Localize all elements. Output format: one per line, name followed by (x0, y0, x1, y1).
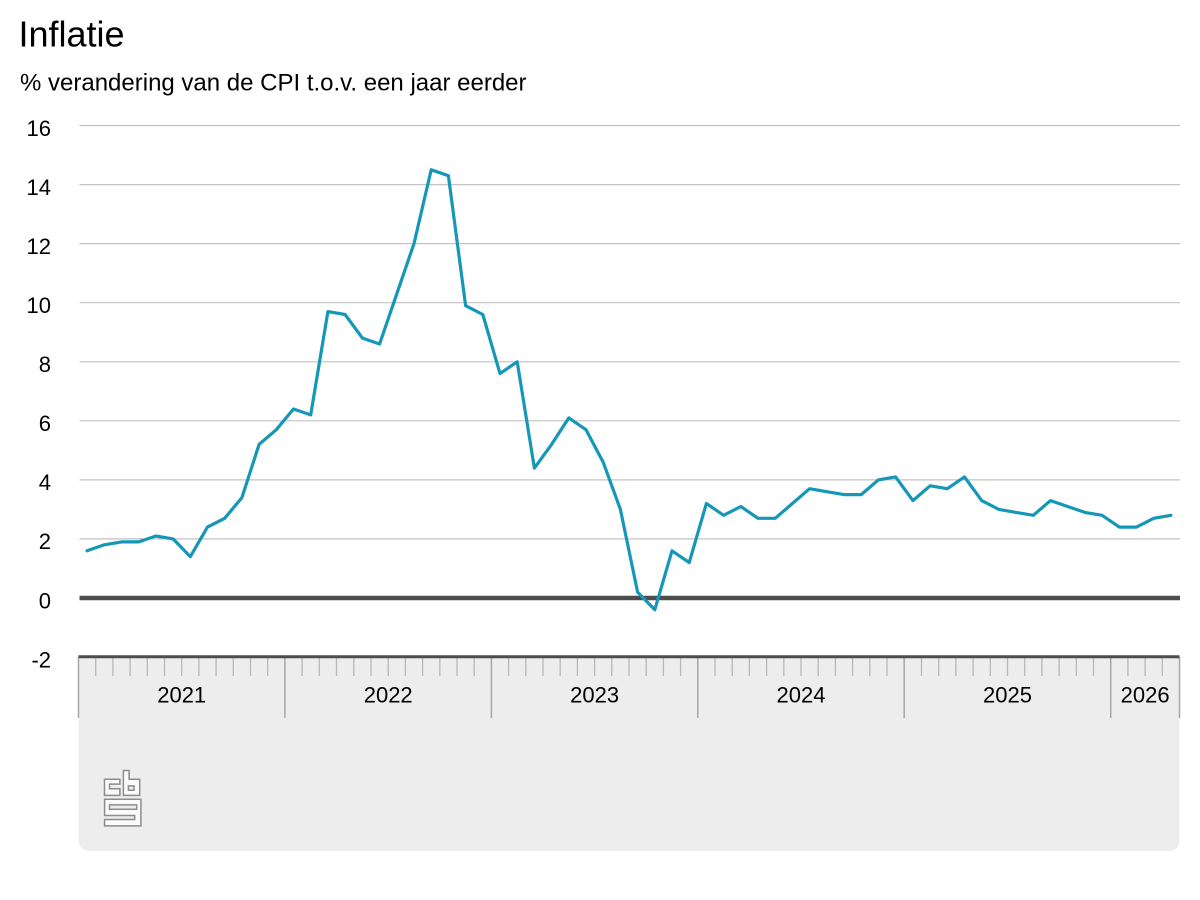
svg-text:0: 0 (39, 588, 51, 613)
svg-text:12: 12 (27, 234, 51, 259)
svg-text:2025: 2025 (983, 683, 1032, 708)
svg-text:2024: 2024 (777, 683, 826, 708)
svg-text:2023: 2023 (570, 683, 619, 708)
svg-text:-2: -2 (31, 647, 51, 672)
svg-text:14: 14 (27, 175, 51, 200)
svg-text:2026: 2026 (1121, 683, 1170, 708)
svg-text:2022: 2022 (364, 683, 413, 708)
svg-text:16: 16 (27, 116, 51, 141)
svg-text:% verandering van de CPI t.o.v: % verandering van de CPI t.o.v. een jaar… (20, 70, 527, 97)
svg-text:8: 8 (39, 352, 51, 377)
svg-text:6: 6 (39, 411, 51, 436)
svg-text:4: 4 (39, 470, 51, 495)
svg-text:2: 2 (39, 529, 51, 554)
svg-text:Inflatie: Inflatie (19, 14, 125, 55)
svg-text:2021: 2021 (157, 683, 206, 708)
svg-text:10: 10 (27, 293, 51, 318)
